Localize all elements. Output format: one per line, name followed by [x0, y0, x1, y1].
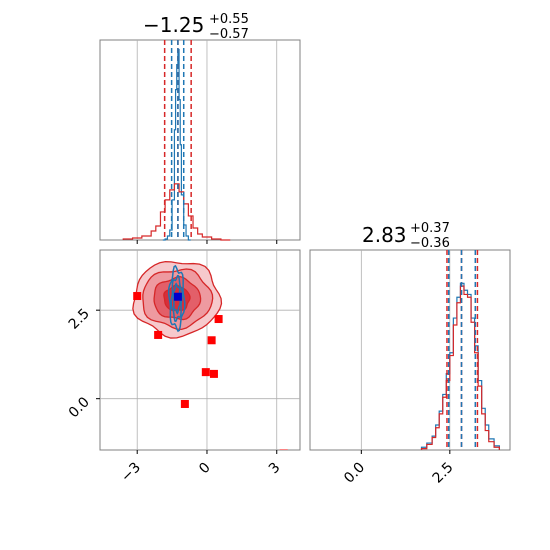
marginal-y-xtick-label-1: 2.5 — [430, 460, 457, 487]
red-square-point-4 — [201, 368, 210, 377]
panel-joint-xticks: −3 0 3 — [118, 450, 284, 486]
panel-marginal-y-frame — [309, 249, 511, 451]
marginal-y-histogram-series-1 — [420, 285, 500, 450]
red-square-point-1 — [154, 330, 163, 339]
panel-marginal-x-title-median: −1.25 — [143, 13, 204, 37]
panel-marginal-x-title-plus: +0.55 — [209, 12, 249, 27]
blue-density-contour-2 — [172, 282, 181, 315]
red-square-point-2 — [214, 315, 223, 324]
joint-ytick-label-0: 0.0 — [66, 394, 93, 421]
panel-marginal-x: −1.25 +0.55 −0.57 — [99, 12, 301, 244]
panel-marginal-y-title-minus: −0.36 — [410, 236, 450, 251]
histogram-series-1 — [122, 183, 231, 241]
panel-marginal-y: 0.0 2.5 2.83 +0.37 −0.36 — [309, 221, 511, 487]
joint-ytick-label-1: 2.5 — [66, 306, 93, 333]
marginal-y-xtick-label-0: 0.0 — [341, 460, 368, 487]
panel-marginal-x-title: −1.25 — [143, 13, 204, 37]
red-square-point-3 — [207, 336, 216, 345]
panel-marginal-y-grid — [360, 250, 451, 450]
panel-marginal-y-title: 2.83 — [362, 223, 407, 247]
blue-density-contour-1 — [170, 274, 184, 323]
panel-marginal-x-grid — [136, 40, 278, 244]
red-square-point-6 — [180, 399, 189, 408]
panel-marginal-y-title-plus: +0.37 — [410, 221, 450, 236]
panel-joint: −3 0 3 0.0 2.5 — [66, 249, 301, 486]
panel-marginal-y-quantiles — [446, 250, 479, 450]
panel-joint-yticks: 0.0 2.5 — [66, 306, 100, 421]
blue-square-point — [173, 292, 182, 301]
joint-xtick-label-1: 0 — [196, 460, 214, 478]
panel-marginal-x-title-minus: −0.57 — [209, 27, 249, 42]
joint-xtick-label-0: −3 — [118, 460, 144, 486]
blue-density-contour-0 — [167, 264, 186, 333]
panel-marginal-x-frame — [99, 39, 301, 241]
red-square-point-0 — [133, 292, 142, 301]
panel-marginal-y-series — [420, 282, 500, 450]
panel-marginal-x-quantiles — [163, 40, 192, 240]
panel-marginal-y-title-median: 2.83 — [362, 223, 407, 247]
panel-marginal-y-xticks: 0.0 2.5 — [341, 450, 457, 487]
red-square-point-5 — [209, 369, 218, 378]
panel-joint-content — [132, 261, 288, 450]
red-square-point-7 — [279, 449, 288, 450]
joint-xtick-label-2: 3 — [266, 460, 284, 478]
